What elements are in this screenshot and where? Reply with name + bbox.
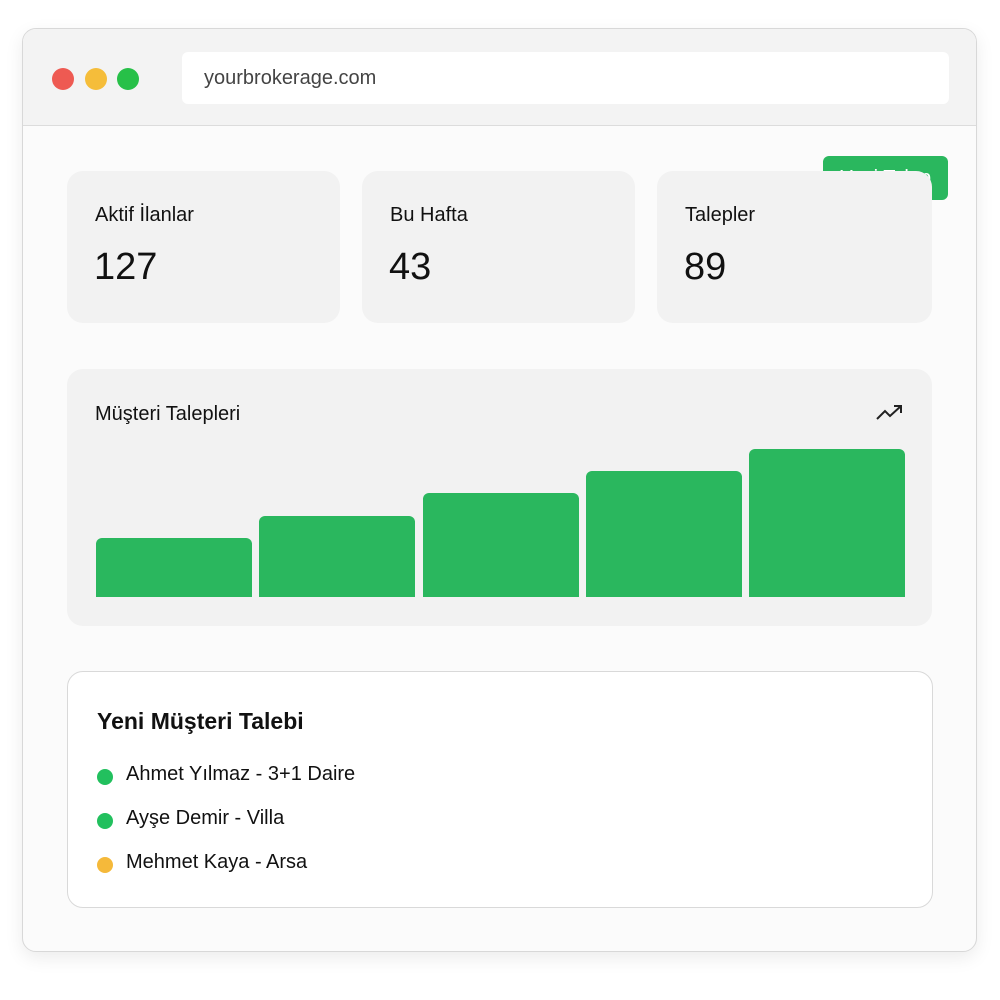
- stat-label: Aktif İlanlar: [95, 204, 194, 226]
- status-dot: [97, 813, 113, 829]
- stat-card: Aktif İlanlar 127: [67, 171, 340, 323]
- trend-icon: [876, 405, 902, 420]
- maximize-button[interactable]: [117, 68, 139, 90]
- stat-value: 89: [684, 246, 727, 288]
- requests-title: Yeni Müşteri Talebi: [97, 708, 304, 734]
- request-item: Mehmet Kaya - Arsa: [126, 851, 308, 873]
- chart-card: Müşteri Talepleri: [67, 369, 932, 626]
- bar: [749, 449, 906, 597]
- stat-value: 43: [389, 246, 432, 288]
- stat-value: 127: [94, 246, 158, 288]
- request-item: Ayşe Demir - Villa: [126, 807, 285, 829]
- requests-card: Yeni Müşteri Talebi Ahmet Yılmaz - 3+1 D…: [67, 671, 933, 908]
- status-dot: [97, 769, 113, 785]
- chart-title: Müşteri Talepleri: [95, 403, 241, 425]
- request-item: Ahmet Yılmaz - 3+1 Daire: [126, 763, 356, 785]
- bar: [96, 537, 252, 597]
- title-bar: yourbrokerage.com: [23, 29, 976, 126]
- stat-card: Talepler 89: [657, 171, 932, 323]
- bar: [259, 515, 416, 597]
- address-bar[interactable]: yourbrokerage.com: [182, 52, 949, 104]
- close-button[interactable]: [52, 68, 74, 90]
- bar: [422, 493, 579, 597]
- status-dot: [97, 857, 113, 873]
- bar: [585, 471, 742, 597]
- minimize-button[interactable]: [85, 68, 107, 90]
- stat-label: Bu Hafta: [390, 204, 468, 226]
- stat-card: Bu Hafta 43: [362, 171, 635, 323]
- stat-label: Talepler: [685, 204, 756, 226]
